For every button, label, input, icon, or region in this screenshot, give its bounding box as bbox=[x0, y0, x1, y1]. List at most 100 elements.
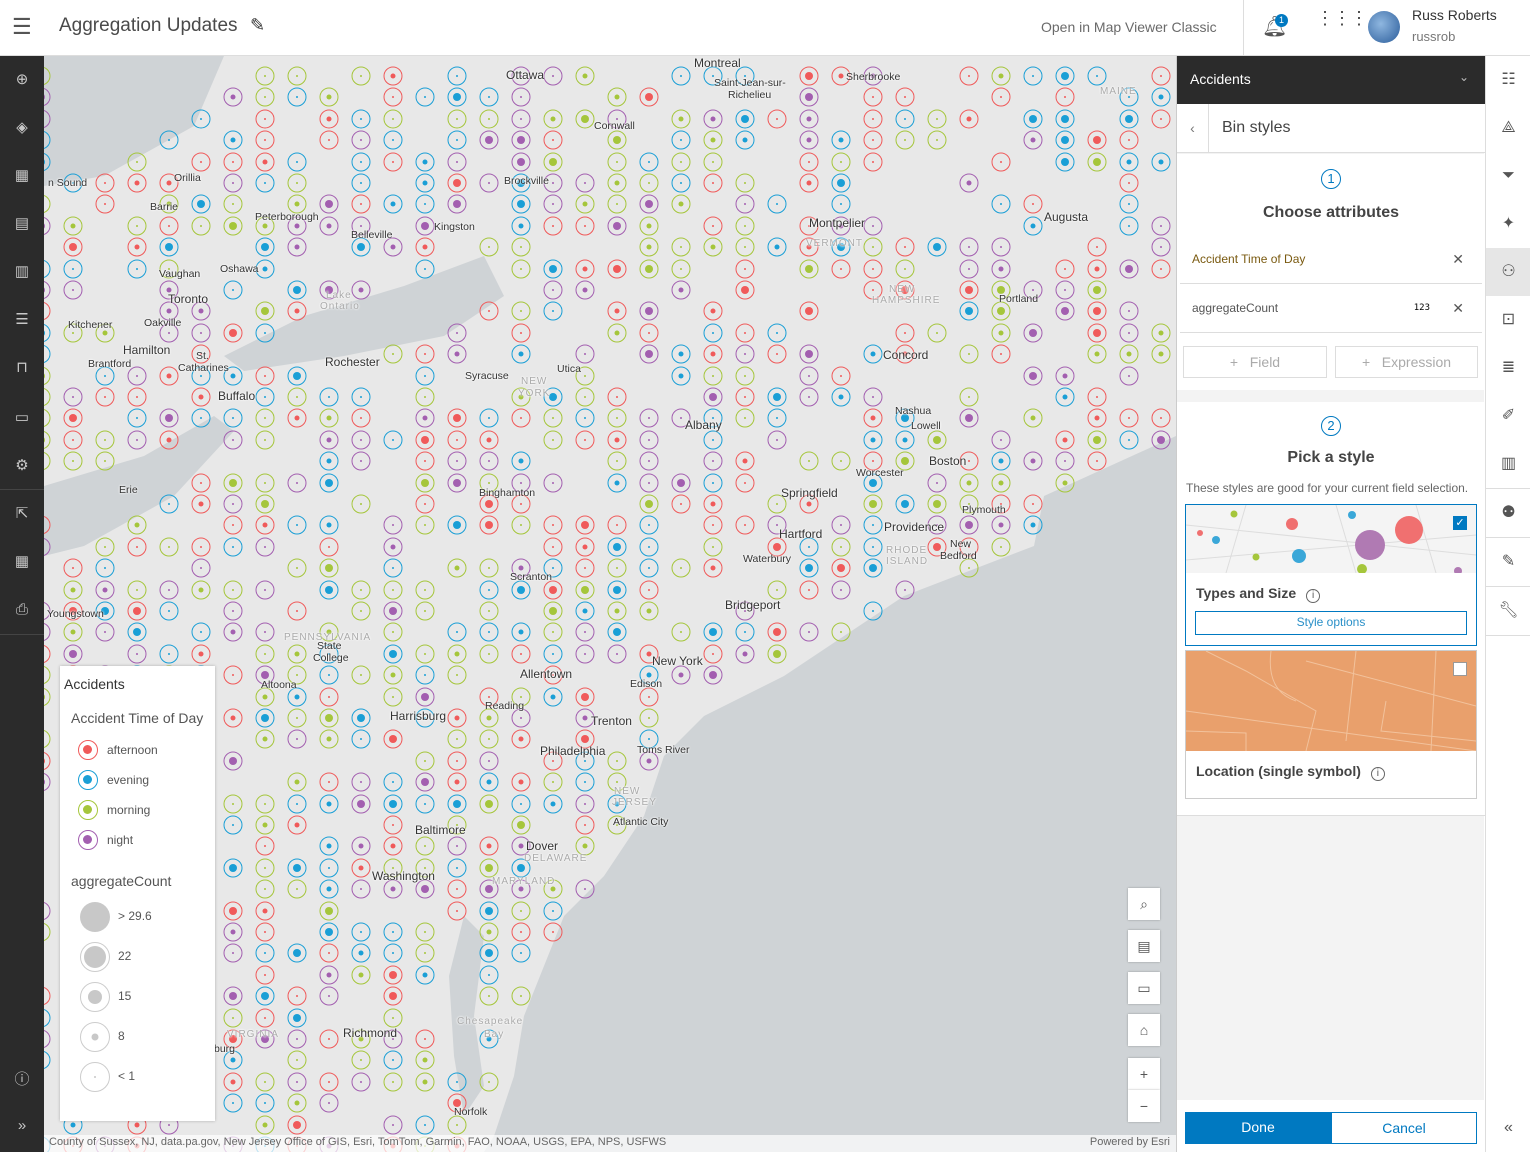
bin-afternoon[interactable] bbox=[159, 430, 179, 450]
apps-icon[interactable]: ▦ bbox=[14, 553, 30, 570]
bin-morning[interactable] bbox=[479, 729, 499, 749]
bin-afternoon[interactable] bbox=[1119, 130, 1139, 150]
bin-evening[interactable] bbox=[479, 772, 499, 792]
bin-evening[interactable] bbox=[703, 323, 723, 343]
bin-afternoon[interactable] bbox=[223, 1072, 243, 1092]
bin-night[interactable] bbox=[799, 87, 819, 107]
bin-morning[interactable] bbox=[607, 323, 627, 343]
bin-morning[interactable] bbox=[415, 387, 435, 407]
bin-night[interactable] bbox=[703, 109, 723, 129]
bin-afternoon[interactable] bbox=[1151, 408, 1171, 428]
bin-afternoon[interactable] bbox=[223, 665, 243, 685]
app-launcher-icon[interactable]: ⋮⋮⋮ bbox=[1316, 8, 1368, 28]
bin-night[interactable] bbox=[191, 301, 211, 321]
bin-morning[interactable] bbox=[255, 879, 275, 899]
bin-evening[interactable] bbox=[639, 665, 659, 685]
bin-morning[interactable] bbox=[255, 301, 275, 321]
bin-evening[interactable] bbox=[607, 794, 627, 814]
bin-evening[interactable] bbox=[447, 622, 467, 642]
bin-night[interactable] bbox=[447, 344, 467, 364]
bin-morning[interactable] bbox=[287, 772, 307, 792]
bin-afternoon[interactable] bbox=[575, 216, 595, 236]
bin-evening[interactable] bbox=[767, 323, 787, 343]
bin-morning[interactable] bbox=[895, 130, 915, 150]
bin-morning[interactable] bbox=[735, 237, 755, 257]
remove-field-icon[interactable]: ✕ bbox=[1452, 251, 1464, 267]
bin-evening[interactable] bbox=[543, 687, 563, 707]
bin-morning[interactable] bbox=[671, 622, 691, 642]
bin-afternoon[interactable] bbox=[255, 130, 275, 150]
bin-evening[interactable] bbox=[351, 729, 371, 749]
bin-afternoon[interactable] bbox=[799, 152, 819, 172]
bin-night[interactable] bbox=[799, 387, 819, 407]
bin-evening[interactable] bbox=[1023, 515, 1043, 535]
bin-night[interactable] bbox=[511, 836, 531, 856]
bin-evening[interactable] bbox=[863, 537, 883, 557]
bin-night[interactable] bbox=[44, 1029, 51, 1049]
bin-morning[interactable] bbox=[383, 858, 403, 878]
bin-night[interactable] bbox=[319, 986, 339, 1006]
bin-afternoon[interactable] bbox=[511, 644, 531, 664]
bin-evening[interactable] bbox=[447, 858, 467, 878]
bin-morning[interactable] bbox=[1087, 344, 1107, 364]
bin-afternoon[interactable] bbox=[735, 280, 755, 300]
bin-night[interactable] bbox=[575, 708, 595, 728]
bin-evening[interactable] bbox=[639, 515, 659, 535]
bin-morning[interactable] bbox=[415, 1050, 435, 1070]
bin-afternoon[interactable] bbox=[831, 66, 851, 86]
bin-afternoon[interactable] bbox=[479, 430, 499, 450]
bookmarks-icon[interactable]: ⊓ bbox=[16, 359, 28, 376]
bin-night[interactable] bbox=[543, 473, 563, 493]
bin-morning[interactable] bbox=[255, 216, 275, 236]
bin-evening[interactable] bbox=[575, 772, 595, 792]
bin-afternoon[interactable] bbox=[831, 259, 851, 279]
bin-night[interactable] bbox=[223, 494, 243, 514]
bin-evening[interactable] bbox=[1055, 109, 1075, 129]
bin-evening[interactable] bbox=[479, 943, 499, 963]
bin-morning[interactable] bbox=[799, 259, 819, 279]
bin-morning[interactable] bbox=[159, 259, 179, 279]
bin-night[interactable] bbox=[1119, 259, 1139, 279]
bin-afternoon[interactable] bbox=[127, 601, 147, 621]
bin-night[interactable] bbox=[767, 515, 787, 535]
bin-morning[interactable] bbox=[383, 344, 403, 364]
bin-evening[interactable] bbox=[543, 387, 563, 407]
bin-morning[interactable] bbox=[415, 515, 435, 535]
bin-morning[interactable] bbox=[703, 152, 723, 172]
bin-evening[interactable] bbox=[223, 815, 243, 835]
bin-evening[interactable] bbox=[63, 173, 83, 193]
bin-evening[interactable] bbox=[447, 66, 467, 86]
bin-evening[interactable] bbox=[479, 965, 499, 985]
bin-afternoon[interactable] bbox=[319, 687, 339, 707]
bin-evening[interactable] bbox=[767, 387, 787, 407]
bin-night[interactable] bbox=[607, 216, 627, 236]
bin-night[interactable] bbox=[511, 558, 531, 578]
bin-afternoon[interactable] bbox=[1151, 66, 1171, 86]
bin-evening[interactable] bbox=[543, 644, 563, 664]
bin-morning[interactable] bbox=[671, 109, 691, 129]
bin-morning[interactable] bbox=[255, 794, 275, 814]
bin-afternoon[interactable] bbox=[447, 430, 467, 450]
bin-evening[interactable] bbox=[863, 344, 883, 364]
bin-night[interactable] bbox=[511, 879, 531, 899]
bin-morning[interactable] bbox=[479, 922, 499, 942]
bin-morning[interactable] bbox=[543, 622, 563, 642]
sketch-icon[interactable]: ✎ bbox=[1501, 553, 1516, 570]
bin-morning[interactable] bbox=[319, 408, 339, 428]
bin-morning[interactable] bbox=[63, 622, 83, 642]
bin-night[interactable] bbox=[1023, 280, 1043, 300]
bin-morning[interactable] bbox=[607, 130, 627, 150]
bin-afternoon[interactable] bbox=[447, 879, 467, 899]
bin-evening[interactable] bbox=[575, 751, 595, 771]
fullscreen-button[interactable]: ▭ bbox=[1128, 972, 1160, 1004]
bin-night[interactable] bbox=[671, 473, 691, 493]
home-button[interactable]: ⌂ bbox=[1128, 1014, 1160, 1046]
bin-morning[interactable] bbox=[575, 387, 595, 407]
bin-evening[interactable] bbox=[255, 237, 275, 257]
bin-night[interactable] bbox=[1055, 451, 1075, 471]
bin-evening[interactable] bbox=[223, 537, 243, 557]
bin-afternoon[interactable] bbox=[1119, 408, 1139, 428]
bin-afternoon[interactable] bbox=[255, 901, 275, 921]
bin-evening[interactable] bbox=[511, 622, 531, 642]
bin-evening[interactable] bbox=[319, 665, 339, 685]
